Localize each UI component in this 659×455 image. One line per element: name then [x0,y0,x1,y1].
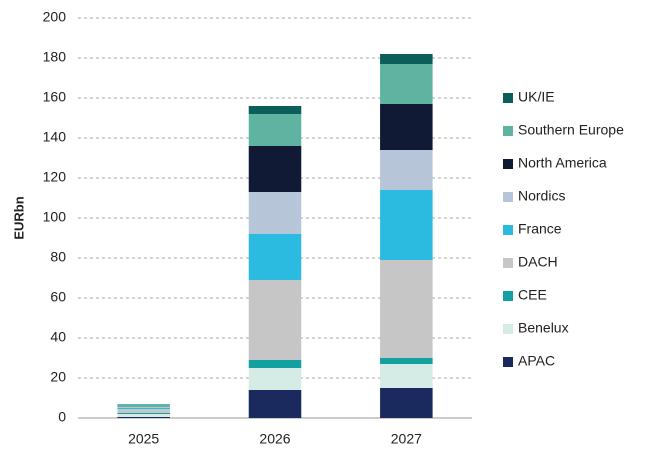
bar-segment [248,234,302,280]
bar-segment [248,390,302,418]
bar-segment [380,64,433,104]
legend-label: DACH [518,254,558,270]
legend-label: UK/IE [518,89,555,105]
bar-segment [248,360,302,368]
y-tick-label: 0 [58,409,66,425]
bar-segment [117,404,170,407]
bar-segment [117,408,170,409]
legend-swatch [503,159,513,169]
x-tick-label: 2026 [259,431,290,447]
y-tick-label: 100 [43,209,67,225]
bar-segment [248,280,302,360]
legend-label: Nordics [518,188,565,204]
legend-label: Benelux [518,320,569,336]
bar-segment [117,413,170,414]
legend-swatch [503,126,513,136]
y-tick-label: 200 [43,9,67,25]
bar-segment [380,260,433,358]
bar-segment [380,388,433,418]
bar-segment [248,192,302,234]
y-tick-label: 40 [50,329,66,345]
y-tick-label: 20 [50,369,66,385]
bar-segment [248,114,302,146]
bar-segment [117,417,170,418]
y-tick-label: 60 [50,289,66,305]
bar-segment [380,190,433,260]
legend-swatch [503,291,513,301]
legend-swatch [503,324,513,334]
bar-segment [380,104,433,150]
legend-label: APAC [518,353,555,369]
x-tick-label: 2027 [391,431,422,447]
legend-swatch [503,192,513,202]
y-tick-label: 120 [43,169,67,185]
legend-label: Southern Europe [518,122,624,138]
x-tick-label: 2025 [128,431,159,447]
bar-segment [117,409,170,413]
bar-segment [380,150,433,190]
y-tick-label: 160 [43,89,67,105]
legend-swatch [503,93,513,103]
bar-segment [248,106,302,114]
y-tick-label: 80 [50,249,66,265]
bar-segment [380,358,433,364]
legend-swatch [503,258,513,268]
bar-segment [380,54,433,64]
y-tick-label: 180 [43,49,67,65]
legend-swatch [503,357,513,367]
legend-label: North America [518,155,607,171]
legend-label: CEE [518,287,547,303]
y-axis-label: EURbn [11,196,26,239]
bar-segment [380,364,433,388]
bar-segment [117,414,170,417]
y-tick-label: 140 [43,129,67,145]
legend-label: France [518,221,562,237]
bar-segment [248,368,302,390]
bar-segment [117,407,170,408]
bar-segment [248,146,302,192]
legend-swatch [503,225,513,235]
